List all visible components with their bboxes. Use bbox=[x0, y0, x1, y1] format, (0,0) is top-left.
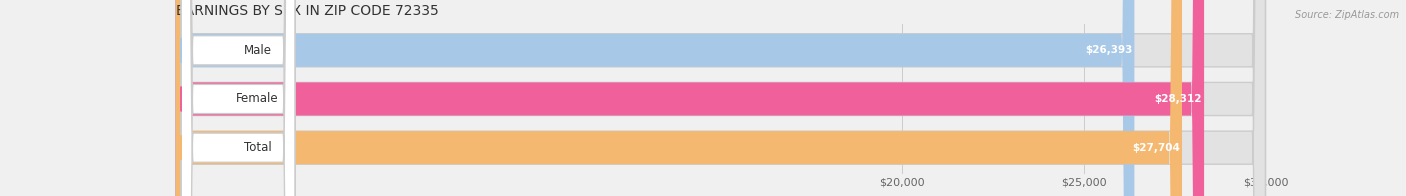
Text: $28,312: $28,312 bbox=[1154, 94, 1202, 104]
FancyBboxPatch shape bbox=[176, 0, 1265, 196]
Text: EARNINGS BY SEX IN ZIP CODE 72335: EARNINGS BY SEX IN ZIP CODE 72335 bbox=[176, 4, 439, 18]
FancyBboxPatch shape bbox=[181, 0, 295, 196]
Text: $26,393: $26,393 bbox=[1085, 45, 1132, 55]
FancyBboxPatch shape bbox=[181, 0, 295, 196]
FancyBboxPatch shape bbox=[176, 0, 1204, 196]
Text: Male: Male bbox=[243, 44, 271, 57]
Text: $27,704: $27,704 bbox=[1132, 143, 1180, 153]
FancyBboxPatch shape bbox=[176, 0, 1265, 196]
Text: Female: Female bbox=[236, 93, 278, 105]
FancyBboxPatch shape bbox=[176, 0, 1135, 196]
FancyBboxPatch shape bbox=[181, 0, 295, 196]
Text: Total: Total bbox=[243, 141, 271, 154]
FancyBboxPatch shape bbox=[176, 0, 1265, 196]
FancyBboxPatch shape bbox=[176, 0, 1182, 196]
Text: Source: ZipAtlas.com: Source: ZipAtlas.com bbox=[1295, 10, 1399, 20]
